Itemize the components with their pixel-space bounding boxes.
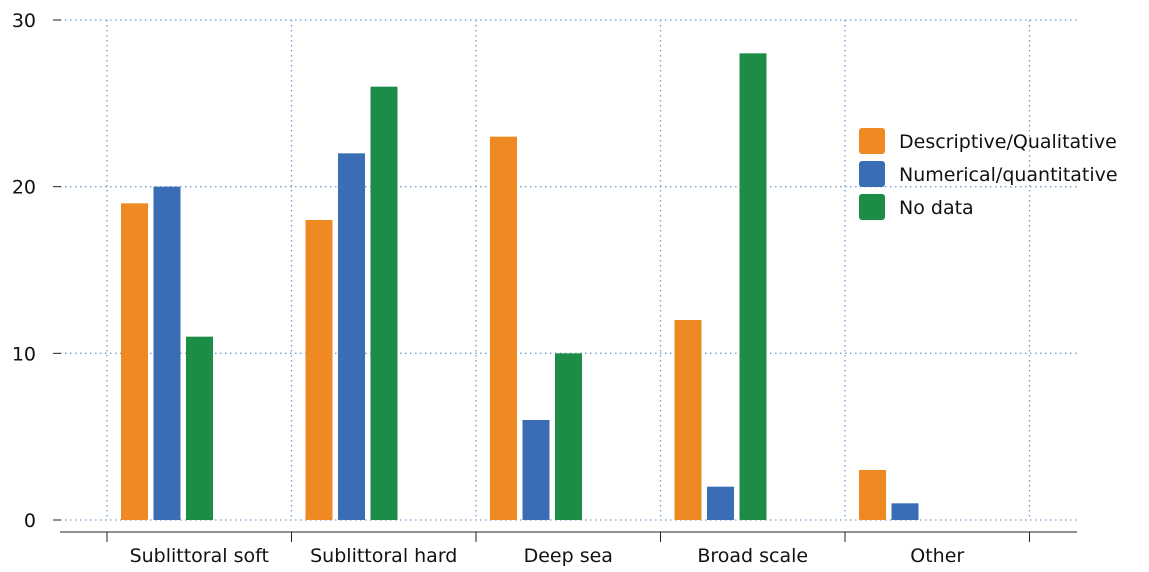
legend-label-2: No data bbox=[899, 197, 974, 219]
bar-3-0 bbox=[674, 320, 702, 520]
bar-1-0 bbox=[305, 220, 333, 520]
grid-layer bbox=[60, 19, 1077, 521]
bar-0-2 bbox=[186, 336, 213, 520]
bar-0-0 bbox=[121, 203, 148, 521]
bar-2-0 bbox=[490, 136, 517, 520]
bar-2-1 bbox=[522, 420, 550, 520]
bar-4-0 bbox=[859, 470, 886, 520]
legend-swatch-1 bbox=[859, 161, 885, 187]
x-tick-label-0: Sublittoral soft bbox=[130, 545, 269, 567]
x-tick-label-2: Deep sea bbox=[524, 545, 613, 567]
axis-layer: 0 10 20 30 Sublittoral soft Sublittoral hard D… bbox=[12, 10, 1077, 567]
legend-swatch-0 bbox=[859, 128, 885, 154]
x-tick-label-3: Broad scale bbox=[697, 545, 808, 567]
y-tick-label-2: 20 bbox=[12, 177, 36, 199]
y-tick-label-1: 10 bbox=[12, 343, 36, 365]
bar-1-2 bbox=[370, 86, 398, 521]
y-tick-label-3: 30 bbox=[12, 10, 36, 32]
x-tick-label-1: Sublittoral hard bbox=[310, 545, 457, 567]
x-tick-label-4: Other bbox=[910, 545, 964, 567]
bar-3-1 bbox=[707, 486, 734, 520]
legend-label-0: Descriptive/Qualitative bbox=[899, 131, 1117, 153]
bar-2-2 bbox=[555, 353, 582, 520]
bar-0-1 bbox=[153, 186, 181, 520]
bar-3-2 bbox=[739, 53, 767, 520]
legend-label-1: Numerical/quantitative bbox=[899, 164, 1118, 186]
y-tick-label-0: 0 bbox=[24, 510, 36, 532]
bar-1-1 bbox=[338, 153, 365, 521]
bar-4-1 bbox=[891, 503, 919, 520]
legend: Descriptive/Qualitative Numerical/quantit… bbox=[859, 128, 1118, 220]
legend-swatch-2 bbox=[859, 194, 885, 220]
bars-layer bbox=[121, 53, 919, 521]
